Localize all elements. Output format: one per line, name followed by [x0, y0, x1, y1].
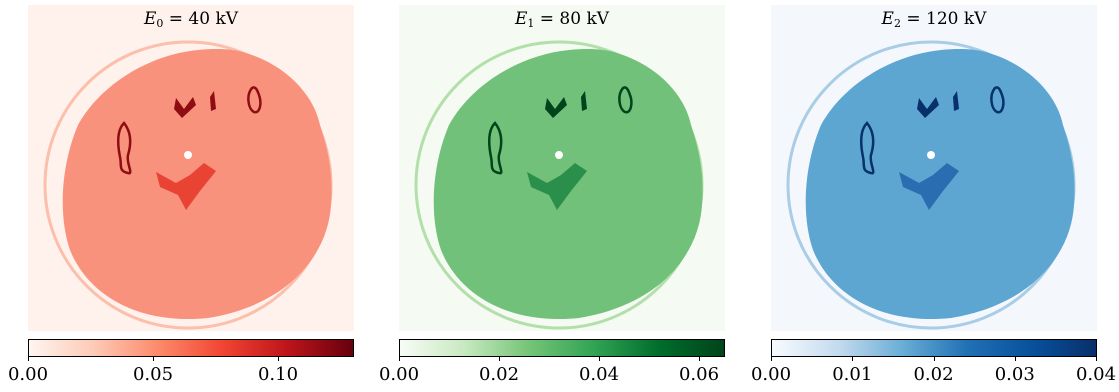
colorbar-tick-label: 0.00 — [750, 364, 792, 385]
colorbar-tick — [1096, 357, 1097, 361]
colorbar-tick-label: 0.00 — [7, 364, 49, 385]
colorbar-tick-label: 0.02 — [913, 364, 954, 385]
ct-slice-svg — [771, 5, 1097, 331]
colorbar-tick-label: 0.04 — [1075, 364, 1117, 385]
colorbar-tick — [933, 357, 935, 361]
insert-ring — [618, 86, 633, 114]
colorbar-e2 — [771, 339, 1097, 357]
insert-left — [117, 121, 132, 175]
colorbar-ticks-e1: 0.00 0.02 0.04 0.06 — [379, 357, 725, 392]
colorbar-tick — [599, 357, 600, 361]
colorbar-tick-label: 0.00 — [378, 364, 420, 385]
colorbar-tick — [771, 357, 772, 361]
insert-small-bar — [210, 91, 216, 111]
insert-center-top — [545, 97, 567, 118]
air-pocket — [184, 151, 192, 159]
colorbar-ticks-e2: 0.00 0.01 0.02 0.03 0.04 — [751, 357, 1116, 392]
insert-bottom-shape — [156, 163, 216, 210]
insert-center-top — [917, 97, 939, 118]
insert-ring — [247, 86, 262, 114]
colorbar-tick-label: 0.06 — [678, 364, 720, 385]
colorbar-tick — [499, 357, 500, 361]
colorbar-tick — [153, 357, 154, 361]
colorbar-tick-label: 0.05 — [132, 364, 174, 385]
colorbar-tick — [1014, 357, 1016, 361]
insert-left — [488, 121, 503, 175]
colorbar-e0 — [28, 339, 354, 357]
colorbar-e1 — [399, 339, 725, 357]
colorbar-tick-label: 0.10 — [257, 364, 299, 385]
air-pocket — [927, 151, 935, 159]
insert-bottom-shape — [899, 163, 959, 210]
colorbar-tick — [399, 357, 400, 361]
colorbar-tick-label: 0.02 — [478, 364, 520, 385]
ct-image-e1 — [399, 5, 725, 331]
insert-small-bar — [581, 91, 587, 111]
ct-image-e2 — [771, 5, 1097, 331]
colorbar-tick — [699, 357, 700, 361]
panel-title-e0: E0 = 40 kV — [143, 9, 239, 30]
panel-title-e1: E1 = 80 kV — [514, 9, 610, 30]
insert-center-top — [174, 97, 196, 118]
colorbar-ticks-e0: 0.00 0.05 0.10 — [8, 357, 354, 392]
colorbar-tick-label: 0.01 — [832, 364, 873, 385]
panel-e2: E2 = 120 kV 0.00 0.01 0.02 0.03 0.04 — [751, 0, 1116, 392]
ct-image-e0 — [28, 5, 354, 331]
colorbar-tick — [278, 357, 279, 361]
insert-bottom-shape — [527, 163, 587, 210]
colorbar-tick-label: 0.03 — [994, 364, 1035, 385]
colorbar-tick-label: 0.04 — [578, 364, 620, 385]
ct-slice-svg — [28, 5, 354, 331]
panel-title-e2: E2 = 120 kV — [881, 9, 987, 30]
air-pocket — [555, 151, 563, 159]
panel-e0: E0 = 40 kV 0.00 0.05 0.10 — [8, 0, 354, 392]
panel-e1: E1 = 80 kV 0.00 0.02 0.04 0.06 — [379, 0, 725, 392]
ct-slice-svg — [399, 5, 725, 331]
insert-ring — [990, 86, 1005, 114]
colorbar-tick — [852, 357, 854, 361]
colorbar-tick — [28, 357, 29, 361]
insert-left — [860, 121, 875, 175]
insert-small-bar — [953, 91, 959, 111]
